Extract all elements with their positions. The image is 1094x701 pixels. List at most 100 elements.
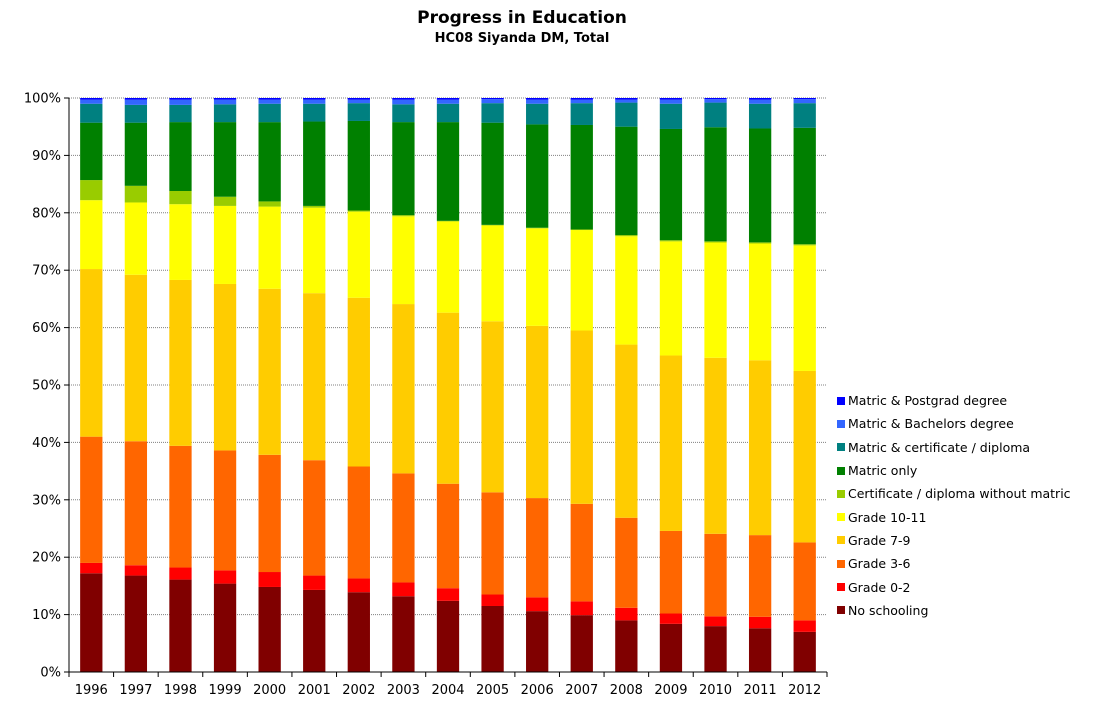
bar-segment-grade-10-11	[392, 216, 415, 305]
legend-item: Certificate / diploma without matric	[837, 482, 1071, 505]
bar-segment-certificate-diploma-without-matric	[615, 235, 638, 237]
bar-segment-grade-10-11	[659, 241, 683, 356]
x-tick-label: 2010	[699, 683, 732, 698]
bar-segment-grade-0-2	[615, 607, 638, 621]
legend-item: Matric & certificate / diploma	[837, 436, 1071, 459]
bar-segment-matric-postgrad-degree	[169, 98, 192, 100]
x-tick-label: 1998	[164, 683, 197, 698]
bar-segment-matric-bachelors-degree	[659, 99, 683, 104]
x-tick-label: 2009	[654, 683, 687, 698]
bar-segment-grade-7-9	[659, 355, 683, 531]
bar-segment-matric-certificate-diploma	[436, 103, 460, 123]
x-tick-label: 2000	[253, 683, 286, 698]
bar-segment-matric-postgrad-degree	[704, 98, 727, 100]
x-tick-label: 2001	[298, 683, 331, 698]
bar-segment-matric-only	[748, 128, 772, 243]
bar-segment-grade-3-6	[347, 466, 370, 579]
bar-segment-grade-3-6	[748, 535, 772, 617]
bar-segment-no-schooling	[258, 586, 281, 672]
legend-swatch	[837, 559, 845, 568]
bar-segment-grade-10-11	[258, 206, 281, 289]
bar-segment-matric-only	[704, 127, 727, 242]
legend-swatch	[837, 536, 845, 545]
bar-segment-grade-7-9	[793, 370, 816, 543]
bar-segment-certificate-diploma-without-matric	[347, 210, 370, 212]
bar-segment-matric-postgrad-degree	[436, 98, 460, 100]
bar-segment-matric-only	[570, 124, 593, 230]
legend-item: Grade 0-2	[837, 575, 1071, 598]
x-tick-label: 2008	[610, 683, 643, 698]
bar-segment-grade-0-2	[258, 572, 281, 587]
bar-segment-grade-0-2	[347, 578, 370, 593]
legend-label: Grade 0-2	[848, 579, 911, 595]
bar-segment-matric-postgrad-degree	[793, 98, 816, 100]
bar-segment-matric-bachelors-degree	[481, 99, 504, 104]
legend-item: Grade 3-6	[837, 552, 1071, 575]
bar-segment-grade-10-11	[526, 228, 549, 326]
y-tick-label: 80%	[32, 206, 61, 221]
bar-segment-matric-certificate-diploma	[303, 103, 326, 122]
y-tick-label: 60%	[32, 321, 61, 336]
bar-segment-matric-bachelors-degree	[748, 99, 772, 104]
bar-segment-certificate-diploma-without-matric	[793, 244, 816, 246]
bar-segment-grade-7-9	[615, 344, 638, 518]
bar-segment-grade-0-2	[392, 582, 415, 597]
bar-segment-grade-10-11	[213, 205, 237, 284]
bar-segment-grade-0-2	[436, 588, 460, 601]
bar-segment-matric-bachelors-degree	[392, 99, 415, 105]
x-tick-label: 1996	[75, 683, 108, 698]
bar-segment-grade-0-2	[169, 567, 192, 580]
bar-segment-grade-10-11	[748, 243, 772, 361]
legend-item: Matric only	[837, 459, 1071, 482]
bar-segment-grade-3-6	[570, 503, 593, 602]
y-tick-label: 30%	[32, 493, 61, 508]
legend-swatch	[837, 466, 845, 475]
bar-segment-certificate-diploma-without-matric	[436, 220, 460, 222]
bar-segment-matric-certificate-diploma	[526, 103, 549, 125]
bar-segment-grade-10-11	[481, 225, 504, 322]
chart-subtitle: HC08 Siyanda DM, Total	[434, 31, 610, 46]
legend-label: No schooling	[848, 602, 929, 618]
bar-segment-matric-bachelors-degree	[347, 99, 370, 104]
bar-segment-grade-7-9	[481, 321, 504, 493]
bar-segment-matric-postgrad-degree	[347, 98, 370, 100]
bar-segment-matric-postgrad-degree	[748, 98, 772, 100]
bar-segment-grade-3-6	[80, 436, 103, 563]
bar-segment-grade-10-11	[80, 200, 103, 270]
bar-segment-grade-3-6	[258, 454, 281, 573]
bar-segment-matric-bachelors-degree	[615, 99, 638, 103]
bar-segment-matric-certificate-diploma	[169, 104, 192, 123]
bar-segment-matric-postgrad-degree	[392, 98, 415, 100]
legend-label: Grade 3-6	[848, 556, 911, 572]
bar-segment-certificate-diploma-without-matric	[124, 185, 148, 203]
x-tick-label: 2002	[342, 683, 375, 698]
bar-segment-no-schooling	[303, 589, 326, 672]
legend-label: Certificate / diploma without matric	[848, 486, 1071, 502]
legend-swatch	[837, 583, 845, 592]
legend-swatch	[837, 443, 845, 452]
bar-segment-grade-7-9	[570, 330, 593, 504]
bar-segment-no-schooling	[748, 628, 772, 672]
bar-segment-matric-postgrad-degree	[659, 98, 683, 100]
bar-segment-grade-3-6	[436, 483, 460, 589]
y-tick-label: 20%	[32, 551, 61, 566]
bar-segment-matric-only	[659, 128, 683, 241]
bar-segment-grade-3-6	[704, 533, 727, 617]
x-tick-label: 2005	[476, 683, 509, 698]
bar-segment-matric-certificate-diploma	[659, 103, 683, 129]
bar-segment-grade-3-6	[526, 498, 549, 598]
bar-segment-grade-0-2	[570, 601, 593, 616]
y-tick-label: 100%	[24, 92, 61, 107]
bar-segment-matric-bachelors-degree	[80, 99, 103, 104]
bar-segment-matric-only	[392, 122, 415, 216]
bar-segment-no-schooling	[213, 583, 237, 672]
bar-segment-matric-certificate-diploma	[570, 103, 593, 125]
bar-segment-certificate-diploma-without-matric	[704, 241, 727, 243]
bar-segment-matric-bachelors-degree	[213, 99, 237, 105]
chart-title: Progress in Education	[417, 8, 627, 28]
legend-item: No schooling	[837, 599, 1071, 622]
bar-segment-matric-postgrad-degree	[213, 98, 237, 100]
bar-segment-certificate-diploma-without-matric	[481, 224, 504, 226]
bar-segment-no-schooling	[80, 573, 103, 672]
